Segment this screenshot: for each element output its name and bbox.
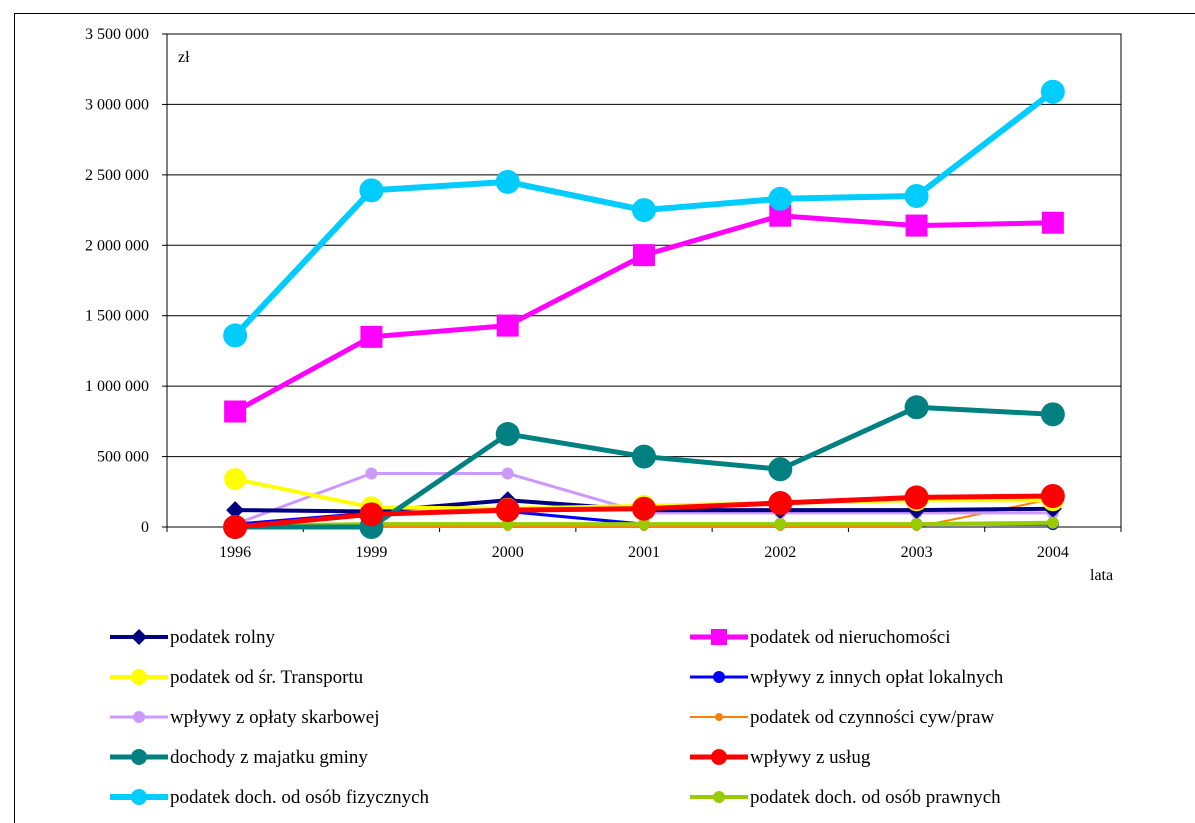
data-point [495,498,520,523]
data-point [638,518,650,531]
series-lines [223,79,1065,539]
data-point [904,395,929,420]
data-point [1040,484,1065,509]
y-tick-label: 1 000 000 [85,378,149,395]
y-tick-label: 3 500 000 [85,26,149,43]
data-point [905,214,928,237]
data-point [774,518,787,531]
series-8 [223,79,1065,348]
data-point [226,501,245,520]
data-point [365,467,378,480]
x-tick-label: 2001 [628,544,660,561]
data-point [360,325,383,348]
legend-label: podatek doch. od osób prawnych [750,787,1001,808]
data-point [223,323,248,348]
data-point [359,502,384,527]
x-axis-label: lata [1090,567,1113,584]
data-point [359,178,384,203]
legend-item: dochody z majatku gminy [110,747,368,768]
data-point [633,244,655,267]
legend-label: wpływy z usług [750,747,871,768]
data-point [904,485,929,510]
legend-label: wpływy z opłaty skarbowej [170,707,379,728]
legend-swatch-marker [131,749,147,765]
legend-item: podatek doch. od osób fizycznych [110,787,430,808]
data-point [224,400,247,423]
series-7 [223,484,1065,539]
data-point [496,314,519,337]
data-point [1040,79,1065,104]
data-point [632,496,656,521]
legend-label: podatek rolny [170,627,276,648]
legend-swatch-marker [715,713,723,721]
legend-item: wpływy z usług [690,747,871,768]
data-point [1040,402,1065,427]
legend-label: dochody z majatku gminy [170,747,368,768]
legend-item: wpływy z opłaty skarbowej [110,707,379,728]
x-axis-ticks: 1996 1999 2000 2001 2002 2003 2004 [219,544,1069,561]
gridlines [167,103,1121,458]
data-point [495,422,520,447]
y-axis-label: zł [178,49,190,66]
data-point [1046,516,1059,529]
legend-label: wpływy z innych opłat lokalnych [750,667,1004,688]
legend-swatch-marker [133,711,145,723]
legend-swatch-marker [131,629,147,645]
legend-label: podatek od nieruchomości [750,627,951,648]
y-tick-label: 500 000 [97,449,149,466]
y-tick-label: 1 500 000 [85,308,149,325]
legend: podatek rolny podatek od nieruchomości pod… [110,627,1004,808]
data-point [224,468,247,491]
data-point [910,518,923,531]
legend-swatch-marker [713,791,725,803]
legend-label: podatek od śr. Transportu [170,667,364,688]
y-tick-label: 0 [141,519,149,536]
legend-swatch-marker [711,749,727,765]
chart-frame [14,13,1195,823]
x-tick-label: 2004 [1037,544,1069,561]
legend-label: podatek od czynności cyw/praw [750,707,995,728]
data-point [768,491,793,516]
legend-label: podatek doch. od osób fizycznych [170,787,430,808]
x-tick-label: 2003 [901,544,933,561]
x-tick-label: 2002 [764,544,796,561]
x-tick-label: 2000 [492,544,524,561]
y-tick-label: 2 500 000 [85,167,149,184]
legend-swatch-marker [711,629,727,645]
legend-item: podatek od śr. Transportu [110,667,364,688]
legend-swatch-marker [131,669,147,685]
data-point [501,467,514,480]
data-point [904,183,929,208]
y-axis-ticks: 0 500 000 1 000 000 1 500 000 2 000 000 2 500… [85,26,149,536]
data-point [632,198,656,223]
data-point [769,204,792,227]
legend-item: podatek rolny [110,627,276,648]
data-point [223,515,248,539]
x-tick-label: 1996 [219,544,251,561]
x-tick-label: 1999 [355,544,387,561]
series-1 [224,204,1064,423]
legend-swatch-marker [131,789,147,805]
legend-item: podatek od czynności cyw/praw [690,707,995,728]
legend-item: podatek doch. od osób prawnych [690,787,1001,808]
data-point [632,444,656,469]
data-point [495,169,520,194]
y-tick-label: 2 000 000 [85,237,149,254]
y-tick-label: 3 000 000 [85,96,149,113]
data-point [768,457,793,482]
data-point [768,186,793,211]
legend-item: wpływy z innych opłat lokalnych [690,667,1004,688]
data-point [1041,211,1064,234]
legend-swatch-marker [713,671,725,683]
legend-item: podatek od nieruchomości [690,627,951,648]
